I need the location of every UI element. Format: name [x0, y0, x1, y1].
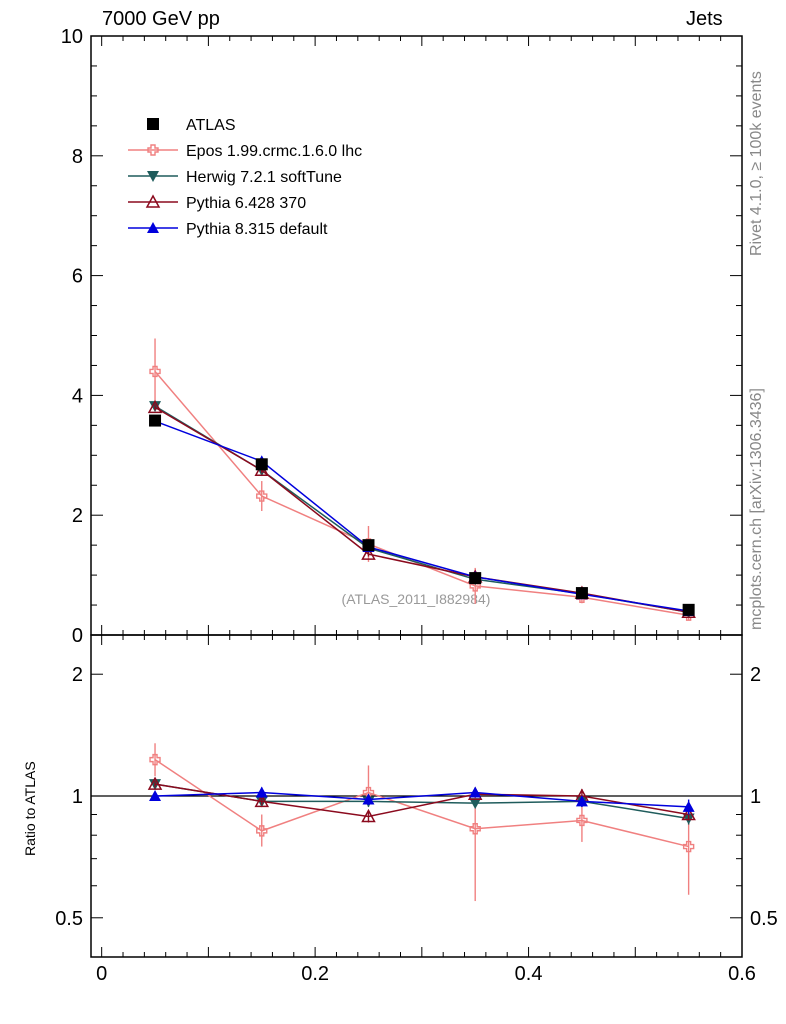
legend-entry: Pythia 6.428 370: [128, 194, 306, 212]
y-tick-label: 4: [72, 385, 83, 407]
main-point-shape: [149, 365, 161, 378]
y-tick-label: 8: [72, 146, 83, 168]
ratio-series-pythia-8-315-default: [149, 786, 695, 815]
main-point: [575, 587, 588, 600]
legend-entry: ATLAS: [147, 117, 236, 134]
ratio-point: [682, 840, 695, 853]
ratio-series-epos-1-99-crmc-1-6-0-lhc: [149, 743, 695, 902]
legend-label: Pythia 6.428 370: [186, 195, 306, 212]
ratio-point-shape: [469, 823, 481, 835]
main-point: [362, 539, 375, 552]
ratio-point: [575, 795, 588, 807]
main-series-pythia-6-428-370: [147, 399, 696, 618]
ratio-y-tick-label-right: 1: [750, 786, 761, 808]
y-tick-label: 0: [72, 625, 83, 647]
legend-marker: [147, 171, 159, 182]
ratio-point: [256, 825, 268, 837]
legend-label: Herwig 7.2.1 softTune: [186, 169, 342, 186]
ratio-y-tick-label: 1: [72, 786, 83, 808]
y-tick-label: 2: [72, 505, 83, 527]
ratio-series-line: [154, 759, 689, 848]
plot-title-left: 7000 GeV pp: [102, 8, 220, 30]
legend-marker: [145, 194, 161, 208]
ratio-series-pythia-6-428-370: [147, 776, 696, 823]
legend-entry: Herwig 7.2.1 softTune: [128, 169, 342, 186]
legend-entry: Pythia 8.315 default: [128, 221, 328, 238]
ratio-point: [682, 800, 695, 812]
main-point: [682, 603, 695, 616]
y-tick-label: 10: [61, 26, 83, 48]
legend-marker: [147, 118, 159, 130]
x-tick-label: 0.6: [728, 963, 756, 985]
x-tick-label: 0.2: [301, 963, 329, 985]
legend-label: ATLAS: [186, 117, 236, 134]
ratio-point: [254, 793, 270, 808]
main-point: [149, 365, 161, 378]
legend-marker: [147, 144, 159, 156]
main-series-atlas: [149, 414, 695, 616]
main-point: [147, 399, 163, 414]
ratio-point-shape: [256, 825, 268, 837]
ratio-point: [469, 823, 481, 835]
main-point: [469, 572, 482, 585]
main-series-epos-1-99-crmc-1-6-0-lhc: [149, 338, 695, 621]
x-tick-label: 0.4: [515, 963, 543, 985]
ratio-point: [469, 798, 482, 810]
ratio-point-shape: [149, 753, 161, 766]
main-series-line: [154, 406, 689, 613]
main-series-line: [154, 405, 689, 613]
legend-label: Pythia 8.315 default: [186, 221, 328, 238]
analysis-watermark: (ATLAS_2011_I882984): [342, 591, 491, 607]
ratio-y-tick-label: 0.5: [55, 908, 83, 930]
ratio-series-line: [155, 791, 689, 808]
legend-label: Epos 1.99.crmc.1.6.0 lhc: [186, 143, 362, 160]
main-series-line: [154, 420, 689, 612]
main-series-pythia-8-315-default: [149, 415, 695, 617]
ratio-y-tick-label-right: 2: [750, 664, 761, 686]
x-tick-label: 0: [96, 963, 107, 985]
ratio-point: [469, 786, 482, 798]
ratio-point: [362, 793, 375, 805]
ratio-point: [149, 790, 162, 801]
ratio-point: [149, 753, 161, 766]
ratio-point: [681, 806, 696, 821]
plot-title-right: Jets: [686, 8, 723, 30]
ratio-point: [576, 814, 588, 827]
ratio-point: [255, 786, 268, 798]
legend-marker: [147, 222, 159, 233]
main-point: [149, 414, 162, 427]
legend: ATLAS Epos 1.99.crmc.1.6.0 lhc Herwig 7.2.…: [128, 117, 362, 238]
legend-entry: Epos 1.99.crmc.1.6.0 lhc: [128, 143, 362, 160]
main-series-herwig-7-2-1-softtune: [149, 401, 695, 619]
ratio-y-tick-label: 2: [72, 664, 83, 686]
ratio-y-tick-label-right: 0.5: [750, 908, 778, 930]
main-point-shape: [256, 490, 268, 502]
ratio-point: [361, 808, 376, 823]
ratio-point-shape: [576, 814, 588, 827]
main-series-line: [154, 370, 689, 616]
main-point: [256, 490, 268, 502]
main-point: [255, 458, 268, 471]
legend-marker-shape: [147, 144, 159, 156]
ratio-point-shape: [682, 840, 695, 853]
y-tick-label: 6: [72, 266, 83, 288]
ratio-point: [147, 776, 163, 790]
main-point: [361, 546, 376, 560]
ratio-series-line: [154, 783, 689, 818]
